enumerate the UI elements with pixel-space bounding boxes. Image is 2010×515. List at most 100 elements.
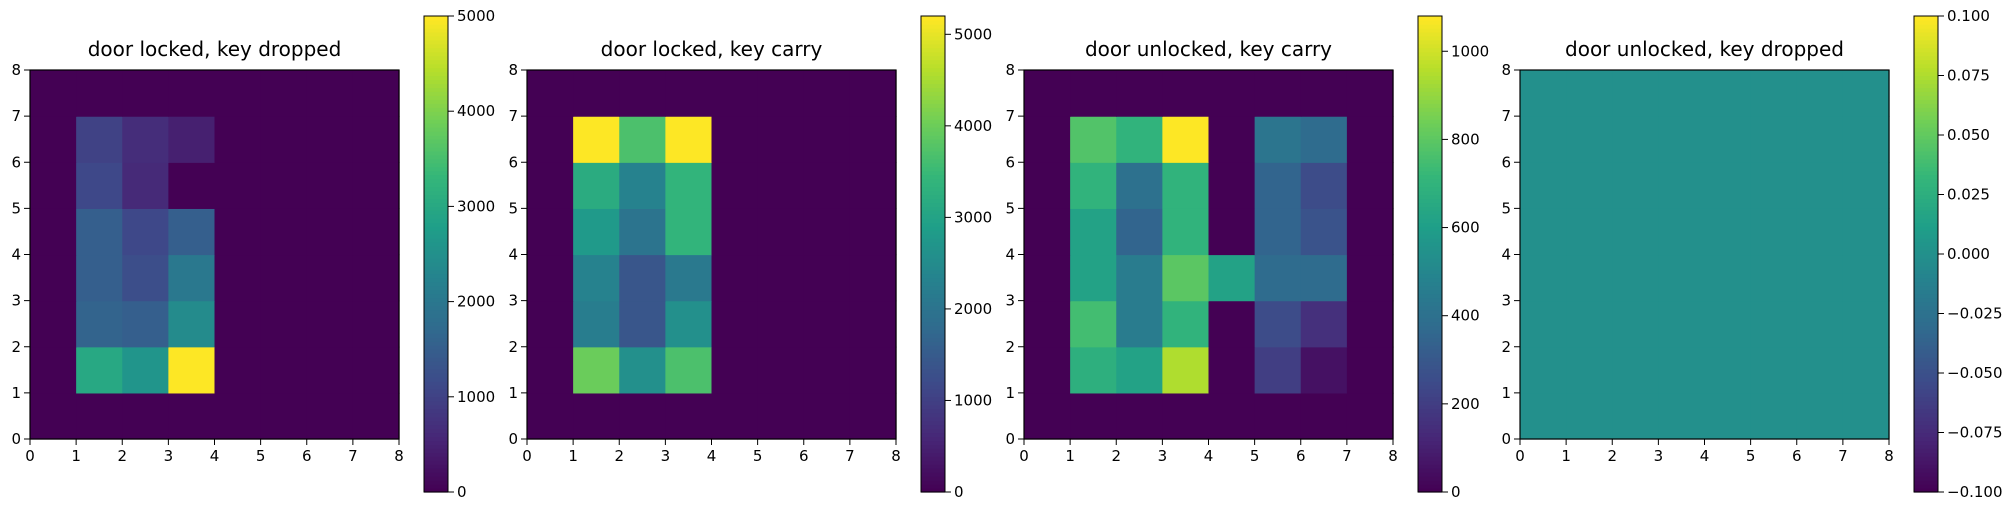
colorbar-segment [921,273,945,279]
colorbar-segment [921,166,945,172]
heatmap-cell [1566,254,1613,302]
colorbar-segment [1418,392,1442,398]
colorbar-segment [921,31,945,37]
colorbar-segment [1418,35,1442,41]
colorbar-segment [424,432,448,438]
heatmap-cell [30,392,77,440]
colorbar-segment [1914,309,1938,315]
colorbar-segment [424,309,448,315]
heatmap-panel-4: door unlocked, key dropped 0 1 2 3 4 5 6 7 8 0 1 2 3 4… [1501,7,2002,501]
colorbar-segment [424,146,448,152]
colorbar-segment [921,337,945,342]
colorbar-segment [1914,468,1938,473]
colorbar-segment [921,325,945,330]
y-tick-label: 4 [508,246,518,264]
heatmap-cell [1842,70,1890,117]
colorbar-segment [1914,131,1938,136]
y-tick-label: 7 [1005,107,1015,125]
colorbar-segment [424,265,448,271]
heatmap-cell [1024,70,1071,117]
x-tick-label: 5 [256,447,266,465]
heatmap-cell [306,70,354,117]
colorbar-segment [1914,301,1938,307]
colorbar-segment [424,436,448,442]
heatmap-cell [352,162,400,209]
colorbar-segment [1418,190,1442,196]
heatmap-cell [573,70,620,117]
heatmap-cell [306,116,354,163]
colorbar-segment [921,452,945,457]
heatmap-cell [1658,208,1706,256]
colorbar-segment [921,115,945,120]
colorbar-segment [1914,269,1938,275]
colorbar-segment [424,230,448,235]
x-tick-label: 8 [1884,447,1894,465]
colorbar-segment [1418,202,1442,207]
colorbar-segment [1914,202,1938,207]
heatmap-cell [214,392,262,440]
heatmap-cell [1208,116,1256,163]
colorbar-segment [921,396,945,402]
colorbar-tick-label: −0.100 [1947,483,2003,501]
y-tick-label: 7 [11,107,21,125]
heatmap-cell [306,346,354,394]
colorbar-segment [1418,182,1442,188]
colorbar-segment [921,416,945,422]
colorbar-segment [1418,142,1442,148]
colorbar-tick-label: 4000 [457,102,495,120]
heatmap-cell [665,254,713,302]
heatmap-cell [168,392,216,440]
colorbar-segment [1914,392,1938,398]
colorbar-segment [424,190,448,196]
colorbar-segment [1418,19,1442,25]
heatmap-cell [803,254,851,302]
x-tick-label: 6 [1296,447,1306,465]
colorbar-segment [1418,436,1442,442]
heatmap-cell [76,116,123,163]
heatmap-cell [1842,392,1890,440]
colorbar-segment [921,170,945,176]
colorbar-segment [1914,333,1938,338]
colorbar-segment [1418,468,1442,473]
colorbar-segment [921,285,945,291]
colorbar-segment [1914,246,1938,251]
colorbar-segment [424,16,448,21]
heatmap-cell [1254,346,1302,394]
heatmap-cell [1070,254,1117,302]
heatmap-cell [1162,392,1210,440]
heatmap-cell [1300,254,1348,302]
colorbar-segment [1914,138,1938,144]
heatmap-cell [122,254,169,302]
colorbar-segment [424,218,448,223]
heatmap-cell [1208,162,1256,209]
x-tick-label: 7 [348,447,358,465]
heatmap-cell [1612,70,1659,117]
colorbar-segment [921,107,945,112]
colorbar-segment [921,79,945,85]
x-tick-label: 5 [1746,447,1756,465]
colorbar-segment [1914,230,1938,235]
heatmap-cell [1162,346,1210,394]
colorbar-segment [921,365,945,370]
heatmap-cell [1520,392,1567,440]
colorbar-segment [424,361,448,366]
colorbar-segment [1914,254,1938,259]
heatmap-cell [30,346,77,394]
colorbar-segment [1914,158,1938,164]
colorbar-segment [921,43,945,49]
colorbar-segment [921,146,945,152]
colorbar-tick-label: 1000 [954,391,992,409]
heatmap-cell [1566,300,1613,348]
colorbar-segment [424,63,448,69]
heatmap-cell [1750,300,1798,348]
colorbar-segment [424,242,448,247]
colorbar-segment [921,131,945,136]
heatmap-cell [1612,162,1659,209]
colorbar-segment [1418,166,1442,172]
colorbar-segment [1914,460,1938,465]
colorbar-segment [921,432,945,438]
colorbar-segment [1914,480,1938,485]
heatmap-cell [803,392,851,440]
colorbar-segment [921,186,945,192]
